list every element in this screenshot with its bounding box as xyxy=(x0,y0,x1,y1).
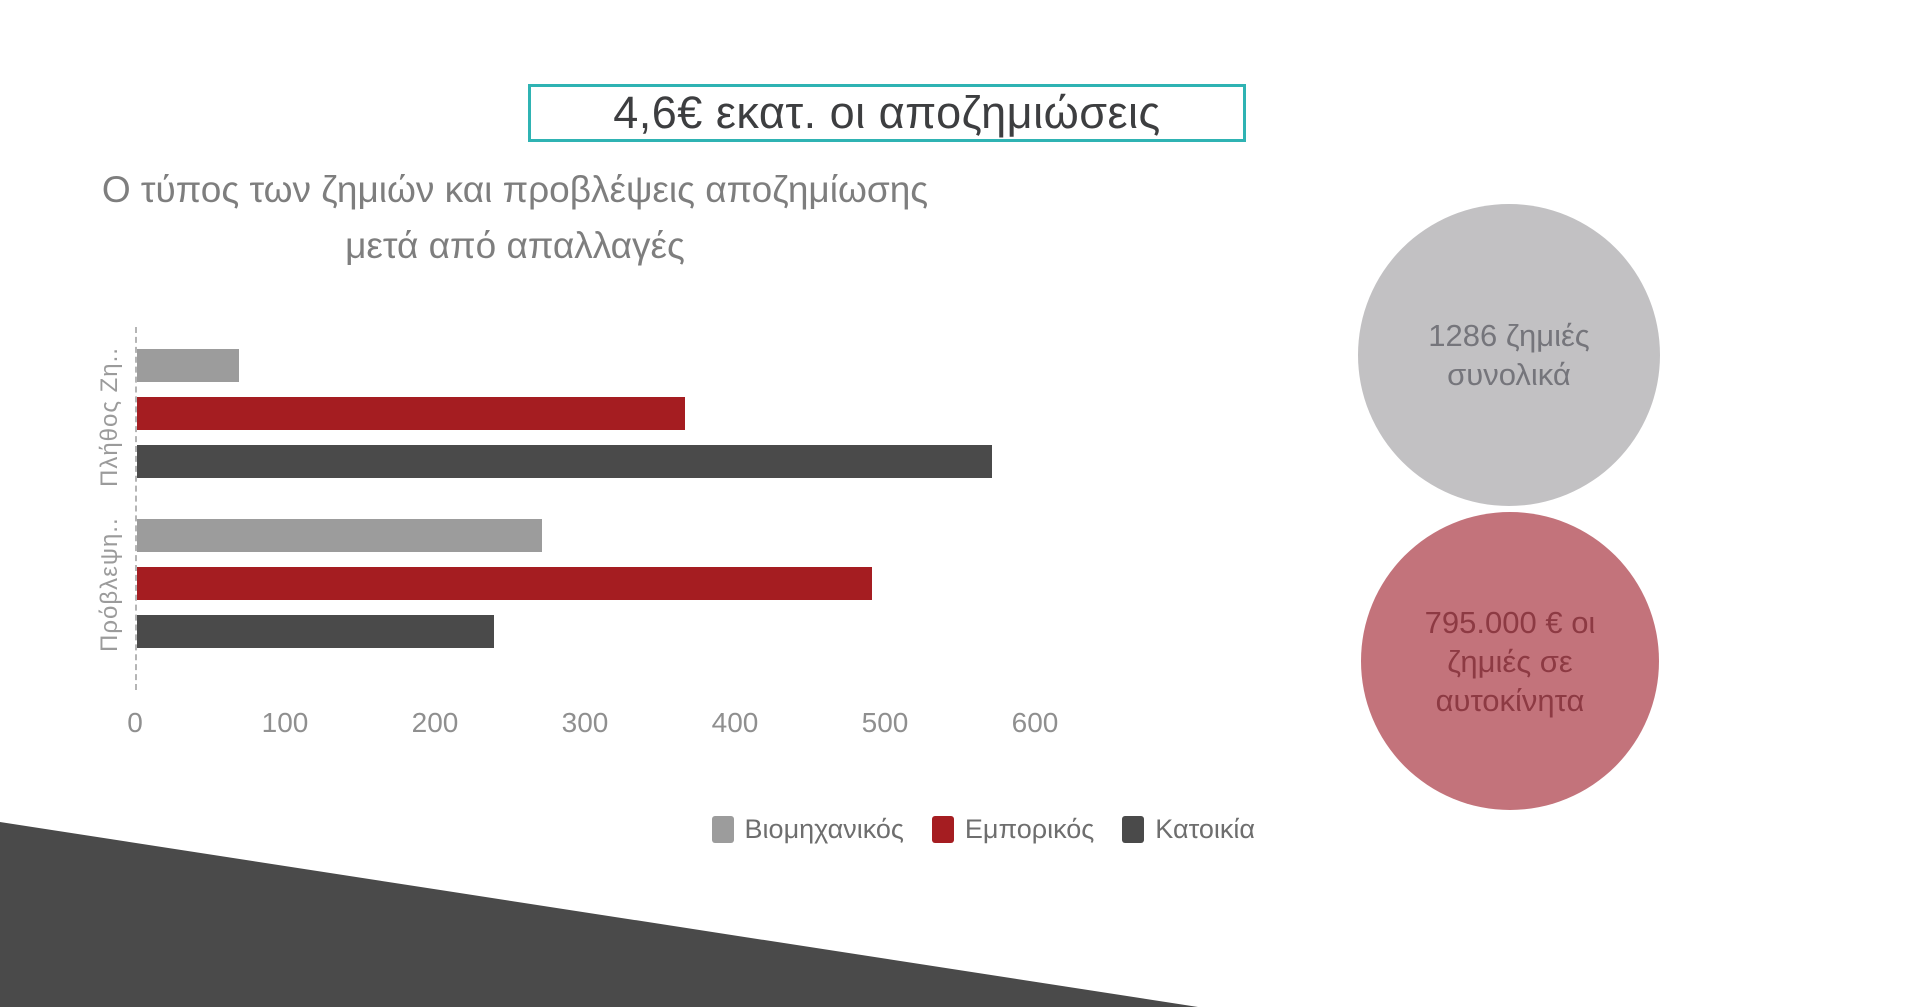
page-title: 4,6€ εκατ. οι αποζημιώσεις xyxy=(613,87,1161,138)
legend-swatch-icon xyxy=(931,816,954,843)
chart-subtitle: Ο τύπος των ζημιών και προβλέψεις αποζημ… xyxy=(0,162,1030,274)
corner-triangle-decoration xyxy=(0,822,1198,1007)
legend-label: Κατοικία xyxy=(1155,814,1255,844)
plot-area xyxy=(135,327,1042,690)
bar-Βιομηχανικός-Πλήθος Ζη.. xyxy=(137,349,239,382)
x-tick-label-600: 600 xyxy=(1011,707,1059,738)
auto-damage-line1: 795.000 € οι xyxy=(1424,604,1596,640)
x-axis-ticks: 0 100 200 300 400 500 600 xyxy=(127,707,1058,743)
x-tick-label-200: 200 xyxy=(411,707,459,738)
auto-damage-line2: ζημιές σε xyxy=(1447,643,1573,679)
x-tick-label-300: 300 xyxy=(561,707,609,738)
x-tick-label-100: 100 xyxy=(261,707,309,738)
auto-damage-circle: 795.000 € οι ζημιές σε αυτοκίνητα xyxy=(1361,512,1659,810)
x-tick-label-0: 0 xyxy=(127,707,143,738)
auto-damage-line3: αυτοκίνητα xyxy=(1435,682,1585,718)
legend-swatch-icon xyxy=(711,816,734,843)
bar-Εμπορικός-Πλήθος Ζη.. xyxy=(137,397,685,430)
category-label-provlepsi: Πρόβλεψη.. xyxy=(96,517,123,652)
legend-label: Εμπορικός xyxy=(964,814,1095,844)
chart-subtitle-line2: μετά από απαλλαγές xyxy=(345,225,685,266)
chart-subtitle-line1: Ο τύπος των ζημιών και προβλέψεις αποζημ… xyxy=(101,169,929,210)
total-claims-circle: 1286 ζημιές συνολικά xyxy=(1358,204,1660,506)
legend-item-Βιομηχανικός: Βιομηχανικός xyxy=(711,814,904,845)
legend-label: Βιομηχανικός xyxy=(744,814,904,844)
total-claims-line1: 1286 ζημιές xyxy=(1428,318,1590,353)
total-claims-line2: συνολικά xyxy=(1447,357,1571,392)
x-tick-label-500: 500 xyxy=(861,707,909,738)
bar-Βιομηχανικός-Πρόβλεψη.. xyxy=(137,519,542,552)
legend-swatch-icon xyxy=(1122,816,1145,843)
legend-item-Εμπορικός: Εμπορικός xyxy=(931,814,1095,845)
bar-Κατοικία-Πρόβλεψη.. xyxy=(137,615,494,648)
category-label-plithos-zimion: Πλήθος Ζη.. xyxy=(96,347,123,488)
title-box[interactable]: 4,6€ εκατ. οι αποζημιώσεις xyxy=(528,84,1246,142)
bar-Κατοικία-Πλήθος Ζη.. xyxy=(137,445,992,478)
chart-legend: Βιομηχανικός Εμπορικός Κατοικία xyxy=(711,814,1255,845)
legend-item-Κατοικία: Κατοικία xyxy=(1122,814,1255,845)
x-tick-label-400: 400 xyxy=(711,707,759,738)
bar-Εμπορικός-Πρόβλεψη.. xyxy=(137,567,872,600)
